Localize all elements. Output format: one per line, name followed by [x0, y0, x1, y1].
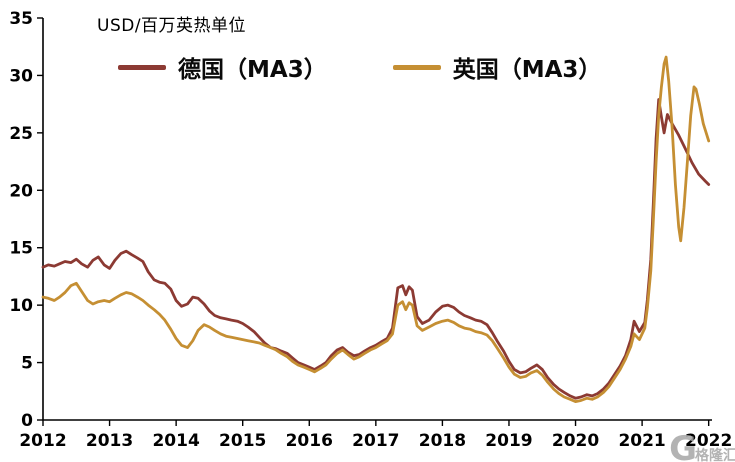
- y-tick-label: 20: [9, 181, 33, 201]
- x-tick-label: 2013: [86, 431, 133, 451]
- x-tick-label: 2012: [19, 431, 66, 451]
- legend-label-germany: 德国（MA3）: [178, 57, 327, 83]
- series-line-uk: [41, 55, 711, 404]
- x-tick-label: 2020: [552, 431, 599, 451]
- legend-label-uk: 英国（MA3）: [452, 57, 602, 83]
- x-tick-label: 2014: [152, 431, 199, 451]
- y-tick-label: 35: [9, 9, 33, 29]
- legend-item-germany: 德国（MA3）: [118, 50, 327, 84]
- x-tick-label: 2019: [485, 431, 532, 451]
- axis-unit-label: USD/百万英热单位: [97, 16, 247, 36]
- uk-line-swatch: [392, 64, 441, 70]
- legend-item-uk: 英国（MA3）: [392, 50, 602, 84]
- watermark: G 格隆汇: [669, 432, 735, 462]
- watermark-logo-icon: G: [669, 429, 697, 462]
- x-tick-label: 2022: [685, 431, 732, 451]
- x-tick-label: 2016: [286, 431, 333, 451]
- x-tick-label: 2021: [618, 431, 665, 451]
- y-tick-label: 0: [21, 411, 33, 431]
- x-tick-label: 2017: [352, 431, 399, 451]
- germany-line-swatch: [118, 64, 166, 70]
- x-tick-label: 2018: [419, 431, 466, 451]
- series-line-germany: [41, 98, 711, 400]
- y-tick-label: 15: [9, 239, 33, 259]
- x-tick-label: 2015: [219, 431, 266, 451]
- y-tick-label: 5: [21, 354, 33, 374]
- y-tick-label: 30: [9, 66, 33, 86]
- legend: 德国（MA3） 英国（MA3）: [118, 50, 601, 84]
- watermark-brand-text: 格隆汇: [695, 448, 735, 462]
- y-tick-label: 25: [9, 124, 33, 144]
- y-tick-label: 10: [9, 296, 33, 316]
